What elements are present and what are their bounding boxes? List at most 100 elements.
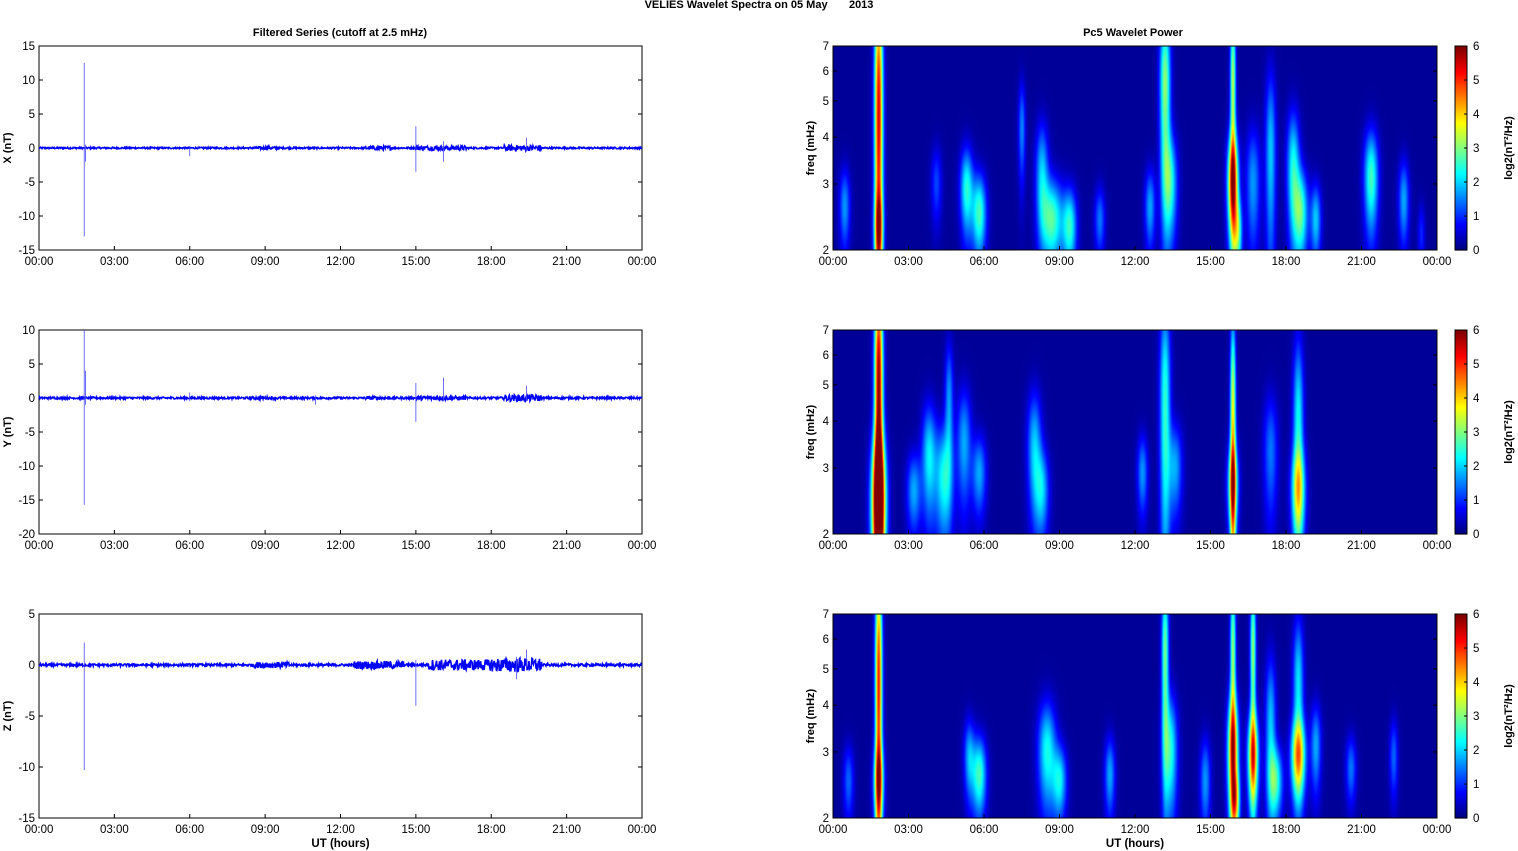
spectrogram-x-tick-label: 12:00 [1121, 824, 1150, 836]
colorbar-segment [1455, 125, 1467, 129]
colorbar-segment [1455, 661, 1467, 664]
colorbar-segment [1455, 614, 1467, 617]
colorbar-segment [1455, 355, 1467, 358]
series-x-tick-label: 06:00 [175, 824, 204, 836]
series-x-tick-label: 12:00 [326, 824, 355, 836]
colorbar-segment [1455, 216, 1467, 219]
colorbar-segment [1455, 158, 1467, 161]
colorbar-segment [1455, 736, 1467, 739]
colorbar-segment [1455, 665, 1467, 668]
series-x-tick-label: 00:00 [25, 540, 54, 552]
colorbar-segment [1455, 500, 1467, 503]
colorbar-segment [1455, 387, 1467, 391]
colorbar-segment [1455, 697, 1467, 700]
spectrogram-panel-x: 2 3 4 5 6 7 00:00 03:00 06:00 09:00 12:00 15:00 18:0… [805, 41, 1515, 268]
colorbar-segment [1455, 413, 1467, 416]
colorbar-segment [1455, 753, 1467, 756]
y-tick-label: -5 [25, 711, 35, 723]
colorbar-segment [1455, 785, 1467, 788]
colorbar-segment [1455, 734, 1467, 737]
colorbar-segment [1455, 88, 1467, 91]
colorbar-segment [1455, 773, 1467, 777]
colorbar-segment [1455, 132, 1467, 135]
colorbar-segment [1455, 631, 1467, 634]
colorbar-segment [1455, 775, 1467, 778]
colorbar-segment [1455, 646, 1467, 649]
colorbar-tick-label: 5 [1473, 75, 1479, 87]
colorbar-segment [1455, 180, 1467, 183]
y-tick-label: -5 [25, 427, 35, 439]
colorbar-segment [1455, 119, 1467, 122]
colorbar-segment [1455, 217, 1467, 220]
colorbar-segment [1455, 522, 1467, 525]
y-tick-label: -15 [18, 813, 35, 825]
colorbar-segment [1455, 219, 1467, 222]
colorbar-segment [1455, 731, 1467, 734]
colorbar-segment [1455, 440, 1467, 443]
colorbar-segment [1455, 105, 1467, 108]
colorbar-segment [1455, 471, 1467, 474]
spectrogram-x-tick-label: 00:00 [1423, 540, 1452, 552]
colorbar-segment [1455, 724, 1467, 727]
colorbar-segment [1455, 447, 1467, 450]
series-panel-z: -15 -10 -5 0 5 00:00 03:00 06:00 09:00 12:00 15:00… [2, 609, 656, 850]
colorbar-segment [1455, 807, 1467, 811]
colorbar-segment [1455, 68, 1467, 71]
y-tick-label: 6 [823, 350, 829, 362]
colorbar-segment [1455, 382, 1467, 385]
colorbar-segment [1455, 418, 1467, 421]
spectrogram-x-tick-label: 03:00 [894, 540, 923, 552]
colorbar-segment [1455, 496, 1467, 499]
colorbar-label: log2(nT²/Hz) [1503, 116, 1515, 180]
colorbar-segment [1455, 438, 1467, 442]
colorbar-segment [1455, 816, 1467, 819]
colorbar-segment [1455, 758, 1467, 761]
y-tick-label: 5 [823, 96, 829, 108]
series-panel-x: -15 -10 -5 0 5 10 15 00:00 03:00 06:00 09:00 12:00 1… [2, 41, 656, 268]
series-x-tick-label: 06:00 [175, 256, 204, 268]
colorbar-segment [1455, 244, 1467, 248]
colorbar-segment [1455, 377, 1467, 380]
colorbar-segment [1455, 403, 1467, 406]
colorbar-segment [1455, 644, 1467, 647]
colorbar-segment [1455, 392, 1467, 396]
colorbar-segment [1455, 127, 1467, 130]
colorbar-segment [1455, 532, 1467, 535]
colorbar-segment [1455, 100, 1467, 103]
series-x-tick-label: 06:00 [175, 540, 204, 552]
colorbar-segment [1455, 207, 1467, 210]
y-axis-label: Z (nT) [2, 700, 14, 731]
colorbar-segment [1455, 459, 1467, 462]
colorbar-segment [1455, 443, 1467, 447]
colorbar-segment [1455, 190, 1467, 193]
colorbar-segment [1455, 398, 1467, 401]
series-x-tick-label: 00:00 [628, 540, 657, 552]
colorbar-segment [1455, 114, 1467, 117]
colorbar-segment [1455, 462, 1467, 465]
colorbar-segment [1455, 804, 1467, 807]
colorbar-segment [1455, 193, 1467, 197]
colorbar-segment [1455, 460, 1467, 464]
series-x-tick-label: 00:00 [25, 824, 54, 836]
colorbar-segment [1455, 653, 1467, 656]
colorbar-segment [1455, 528, 1467, 532]
spectrogram-x-tick-label: 06:00 [970, 540, 999, 552]
colorbar-segment [1455, 243, 1467, 246]
colorbar-segment [1455, 744, 1467, 748]
colorbar-segment [1455, 375, 1467, 379]
colorbar-segment [1455, 685, 1467, 688]
colorbar-segment [1455, 136, 1467, 139]
colorbar-segment [1455, 476, 1467, 479]
colorbar-segment [1455, 738, 1467, 741]
colorbar-segment [1455, 727, 1467, 731]
colorbar-segment [1455, 241, 1467, 244]
colorbar-segment [1455, 381, 1467, 384]
colorbar-segment [1455, 330, 1467, 333]
colorbar-segment [1455, 709, 1467, 712]
colorbar-segment [1455, 107, 1467, 110]
colorbar-segment [1455, 137, 1467, 141]
colorbar-segment [1455, 527, 1467, 530]
colorbar-segment [1455, 812, 1467, 816]
colorbar-segment [1455, 122, 1467, 125]
series-x-tick-label: 00:00 [25, 256, 54, 268]
